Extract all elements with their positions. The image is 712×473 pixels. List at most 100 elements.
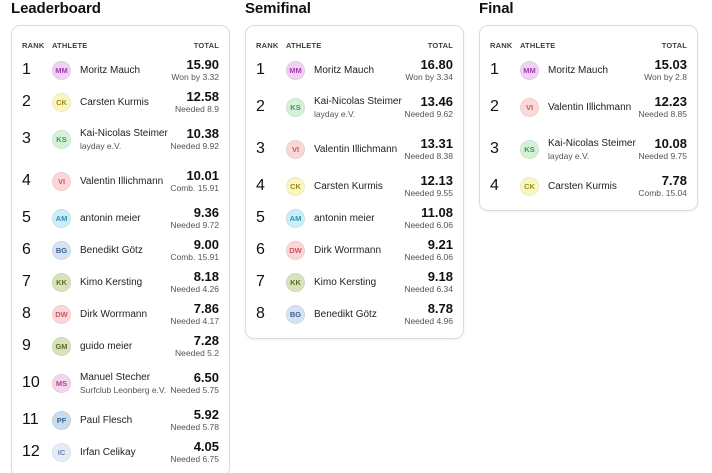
athlete-header: ATHLETE: [52, 40, 88, 50]
athlete-name: Valentin Illichmann: [80, 175, 164, 187]
total-cell: 15.03 Won by 2.8: [644, 56, 687, 83]
table-row[interactable]: 3 VI Valentin Illichmann 13.31 Needed 8.38: [256, 128, 453, 170]
semifinal-card: RANK ATHLETE TOTAL 1 MM Moritz Mauch 16.80 W…: [245, 25, 464, 339]
rank-number: 8: [256, 305, 265, 322]
athlete-name: Dirk Worrmann: [80, 308, 148, 320]
athlete-name: Kai-Nicolas Steimer: [548, 137, 636, 149]
table-row[interactable]: 1 MM Moritz Mauch 15.03 Won by 2.8: [490, 54, 687, 86]
rank-number: 6: [256, 241, 265, 258]
athlete-cell: Moritz Mauch: [314, 64, 405, 77]
score-note: Won by 3.32: [171, 71, 219, 82]
panel-title: Leaderboard: [11, 0, 101, 17]
score-note: Needed 8.85: [638, 108, 687, 119]
table-row[interactable]: 4 VI Valentin Illichmann 10.01 Comb. 15.91: [22, 160, 219, 202]
score-note: Needed 8.38: [404, 150, 453, 161]
total-score: 9.18: [427, 268, 453, 284]
leaderboard-rows: 1 MM Moritz Mauch 15.90 Won by 3.32 2 CK Carste…: [22, 54, 219, 468]
table-row[interactable]: 6 BG Benedikt Götz 9.00 Comb. 15.91: [22, 234, 219, 266]
table-row[interactable]: 1 MM Moritz Mauch 15.90 Won by 3.32: [22, 54, 219, 86]
table-row[interactable]: 3 KS Kai-Nicolas Steimer layday e.V. 10.08 Ne…: [490, 128, 687, 170]
athlete-name: Kai-Nicolas Steimer: [80, 127, 168, 139]
table-row[interactable]: 5 AM antonin meier 11.08 Needed 6.06: [256, 202, 453, 234]
athlete-name: guido meier: [80, 340, 133, 352]
table-header: RANK ATHLETE TOTAL: [22, 36, 219, 54]
table-row[interactable]: 8 DW Dirk Worrmann 7.86 Needed 4.17: [22, 298, 219, 330]
total-cell: 9.21 Needed 6.06: [404, 237, 453, 263]
score-note: Needed 9.62: [404, 108, 453, 119]
athlete-cell: Kai-Nicolas Steimer layday e.V.: [548, 137, 638, 162]
total-cell: 12.58 Needed 8.9: [175, 89, 219, 115]
athlete-cell: antonin meier: [80, 212, 170, 225]
table-row[interactable]: 9 GM guido meier 7.28 Needed 5.2: [22, 330, 219, 362]
athlete-cell: Kimo Kersting: [314, 276, 404, 289]
athlete-cell: guido meier: [80, 340, 175, 353]
table-row[interactable]: 12 IC Irfan Celikay 4.05 Needed 6.75: [22, 436, 219, 468]
table-row[interactable]: 7 KK Kimo Kersting 8.18 Needed 4.26: [22, 266, 219, 298]
total-cell: 4.05 Needed 6.75: [170, 439, 219, 465]
score-note: Needed 5.75: [170, 384, 219, 395]
avatar: CK: [52, 92, 71, 112]
rank-number: 11: [22, 411, 39, 428]
athlete-cell: Valentin Illichmann: [80, 175, 170, 188]
athlete-name: Dirk Worrmann: [314, 244, 382, 256]
athlete-name: Manuel Stecher: [80, 371, 151, 383]
table-row[interactable]: 2 CK Carsten Kurmis 12.58 Needed 8.9: [22, 86, 219, 118]
score-note: Needed 8.9: [175, 103, 219, 114]
avatar: VI: [286, 139, 305, 159]
athlete-cell: Moritz Mauch: [80, 64, 171, 77]
total-score: 15.90: [186, 56, 219, 72]
table-row[interactable]: 4 CK Carsten Kurmis 12.13 Needed 9.55: [256, 170, 453, 202]
total-header: TOTAL: [193, 40, 219, 50]
score-note: Needed 4.26: [170, 283, 219, 294]
table-row[interactable]: 3 KS Kai-Nicolas Steimer layday e.V. 10.38 Ne…: [22, 118, 219, 160]
rank-number: 3: [22, 130, 31, 147]
avatar: MM: [52, 60, 71, 80]
table-row[interactable]: 5 AM antonin meier 9.36 Needed 9.72: [22, 202, 219, 234]
rank-header: RANK: [22, 40, 45, 50]
table-row[interactable]: 8 BG Benedikt Götz 8.78 Needed 4.96: [256, 298, 453, 330]
score-note: Needed 4.96: [404, 315, 453, 326]
athlete-name: Benedikt Götz: [314, 308, 377, 320]
total-score: 11.08: [421, 204, 453, 220]
rank-number: 2: [22, 93, 31, 110]
total-cell: 12.23 Needed 8.85: [638, 94, 687, 120]
rank-number: 9: [22, 337, 31, 354]
athlete-cell: Carsten Kurmis: [314, 180, 404, 193]
athlete-name: Valentin Illichmann: [548, 101, 632, 113]
table-row[interactable]: 2 VI Valentin Illichmann 12.23 Needed 8.85: [490, 86, 687, 128]
table-row[interactable]: 2 KS Kai-Nicolas Steimer layday e.V. 13.46 Ne…: [256, 86, 453, 128]
avatar: PF: [52, 410, 71, 430]
score-note: Needed 5.2: [175, 347, 219, 358]
total-score: 15.03: [654, 56, 687, 72]
total-cell: 15.90 Won by 3.32: [171, 56, 219, 83]
athlete-club: layday e.V.: [314, 108, 356, 119]
total-score: 5.92: [193, 406, 219, 422]
table-row[interactable]: 7 KK Kimo Kersting 9.18 Needed 6.34: [256, 266, 453, 298]
table-row[interactable]: 1 MM Moritz Mauch 16.80 Won by 3.34: [256, 54, 453, 86]
athlete-name: Irfan Celikay: [80, 446, 136, 458]
table-row[interactable]: 11 PF Paul Flesch 5.92 Needed 5.78: [22, 404, 219, 436]
athlete-name: antonin meier: [80, 212, 141, 224]
table-row[interactable]: 4 CK Carsten Kurmis 7.78 Comb. 15.04: [490, 170, 687, 202]
avatar: DW: [286, 240, 305, 260]
athlete-name: Benedikt Götz: [80, 244, 143, 256]
rank-number: 2: [490, 98, 499, 115]
avatar: KK: [286, 272, 305, 292]
total-score: 13.31: [420, 135, 453, 151]
avatar: CK: [520, 176, 539, 196]
avatar: AM: [52, 208, 71, 228]
athlete-name: Carsten Kurmis: [80, 96, 149, 108]
avatar: MM: [286, 60, 305, 80]
rank-number: 3: [256, 140, 265, 157]
rank-number: 1: [490, 61, 499, 78]
athlete-name: Moritz Mauch: [80, 64, 141, 76]
table-row[interactable]: 6 DW Dirk Worrmann 9.21 Needed 6.06: [256, 234, 453, 266]
total-cell: 6.50 Needed 5.75: [170, 370, 219, 396]
final-rows: 1 MM Moritz Mauch 15.03 Won by 2.8 2 VI Valenti…: [490, 54, 687, 202]
athlete-cell: Benedikt Götz: [80, 244, 170, 257]
total-cell: 10.38 Needed 9.92: [170, 126, 219, 152]
table-row[interactable]: 10 MS Manuel Stecher Surfclub Leonberg e.V.…: [22, 362, 219, 404]
rank-number: 5: [22, 209, 31, 226]
athlete-cell: Carsten Kurmis: [80, 96, 175, 109]
rank-number: 1: [256, 61, 265, 78]
